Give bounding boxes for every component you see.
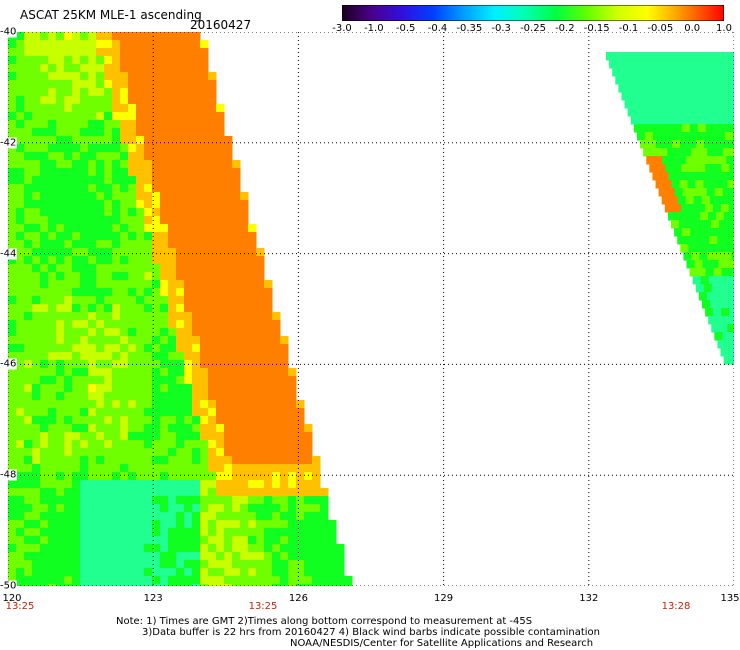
colorbar-label: -0.2 [555,23,575,34]
swath-time-label: 13:28 [661,601,691,612]
longitude-tick-label: 132 [579,593,599,604]
product-date: 20160427 [190,18,252,32]
longitude-tick-label: 120 [2,593,22,604]
latitude-tick-label: -48 [0,469,18,481]
colorbar-label: -3.0 [332,23,352,34]
product-title: ASCAT 25KM MLE-1 ascending [20,8,202,22]
colorbar-label: -0.15 [583,23,610,34]
colorbar-label: -0.5 [395,23,416,34]
colorbar-label: -1.0 [364,23,384,34]
longitude-tick-label: 126 [288,593,308,604]
latitude-tick-label: -44 [0,248,18,260]
latitude-tick-label: -46 [0,358,18,370]
latitude-tick-label: -42 [0,137,18,149]
note-line-1: Note: 1) Times are GMT 2)Times along bot… [116,616,533,627]
colorbar-label: -0.1 [618,23,639,34]
colorbar-label: -0.4 [427,23,448,34]
note-line-3: NOAA/NESDIS/Center for Satellite Applica… [290,638,594,649]
swath-time-label: 13:25 [5,601,35,612]
colorbar-label: -0.35 [456,23,483,34]
colorbar-label: -0.05 [647,23,674,34]
latitude-tick-label: -40 [0,26,18,38]
note-line-2: 3)Data buffer is 22 hrs from 20160427 4)… [142,627,600,638]
longitude-tick-label: 135 [720,593,740,604]
color-scale-bar [342,5,724,21]
swath-cells [8,32,734,586]
colorbar-label: -0.3 [491,23,511,34]
colorbar-label: 0.0 [684,23,701,34]
longitude-tick-label: 129 [434,593,454,604]
colorbar-label: -0.25 [520,23,546,34]
longitude-tick-label: 123 [143,593,163,604]
colorbar-label: 1.0 [716,23,732,34]
latitude-tick-label: -50 [0,580,18,592]
swath-time-label: 13:25 [248,601,278,612]
wind-speed-map [8,32,734,586]
